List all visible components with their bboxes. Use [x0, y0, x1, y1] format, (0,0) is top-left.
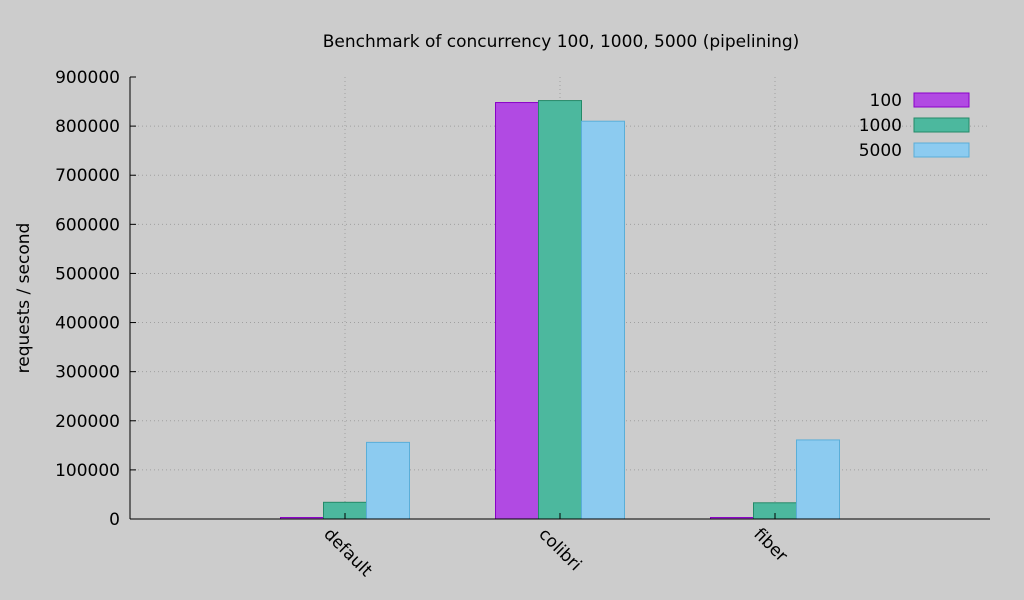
- y-tick-label: 400000: [55, 314, 120, 334]
- y-tick-label: 900000: [55, 68, 120, 88]
- y-tick-label: 100000: [55, 461, 120, 481]
- y-axis-label: requests / second: [14, 223, 34, 374]
- legend-label-5000: 5000: [859, 141, 902, 161]
- x-ticks: default colibri fiber: [319, 513, 791, 581]
- bars: [280, 100, 840, 520]
- x-tick-label: fiber: [749, 524, 791, 566]
- legend-swatch-100: [913, 92, 970, 108]
- legend-swatch-5000: [913, 142, 970, 158]
- grid-lines: [130, 77, 990, 519]
- y-tick-label: 500000: [55, 264, 120, 284]
- bar-1000-colibri: [538, 100, 582, 520]
- y-tick-label: 200000: [55, 412, 120, 432]
- chart-title: Benchmark of concurrency 100, 1000, 5000…: [323, 32, 800, 52]
- bar-5000-default: [366, 441, 410, 520]
- legend-label-1000: 1000: [859, 116, 902, 136]
- x-tick-label: default: [319, 524, 376, 581]
- legend: 100 1000 5000: [859, 91, 970, 161]
- y-tick-label: 300000: [55, 363, 120, 383]
- legend-label-100: 100: [870, 91, 902, 111]
- y-ticks: 0 100000 200000 300000 400000 500000 600000 700…: [55, 68, 136, 530]
- y-tick-label: 700000: [55, 166, 120, 186]
- y-tick-label: 0: [109, 510, 120, 530]
- legend-swatch-1000: [913, 117, 970, 133]
- x-tick-label: colibri: [534, 524, 585, 575]
- bar-5000-colibri: [581, 120, 625, 520]
- bar-100-colibri: [495, 102, 539, 520]
- bar-5000-fiber: [796, 439, 840, 520]
- y-tick-label: 600000: [55, 215, 120, 235]
- y-tick-label: 800000: [55, 117, 120, 137]
